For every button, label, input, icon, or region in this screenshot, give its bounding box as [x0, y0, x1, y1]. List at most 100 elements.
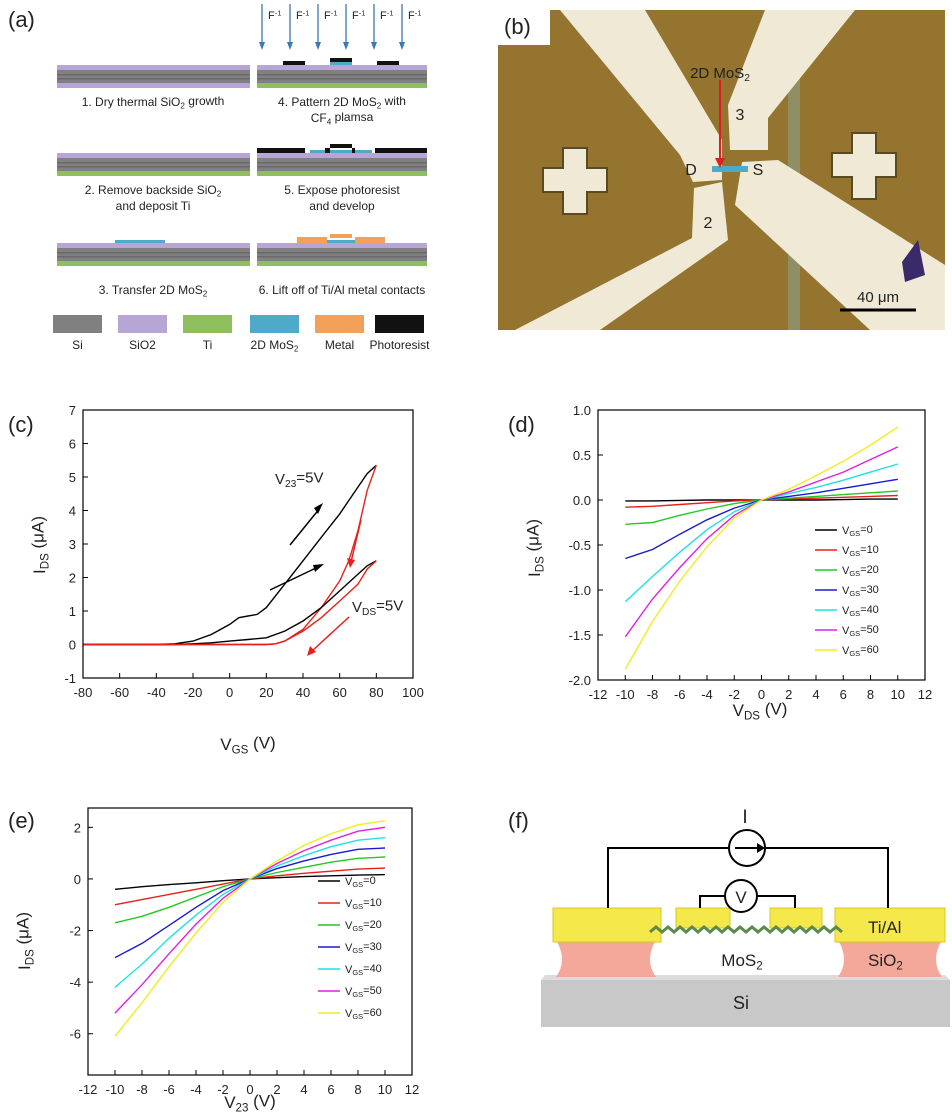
legend-swatch	[250, 315, 299, 333]
legend-label: VGS=60	[345, 1007, 382, 1021]
legend-swatch	[53, 315, 102, 333]
flux-label: F-1	[324, 9, 337, 22]
legend-label: VGS=30	[842, 584, 879, 598]
layer	[330, 58, 352, 62]
y-tick-label: 1	[69, 604, 76, 619]
layer	[57, 65, 250, 70]
flux-label: F-1	[268, 9, 281, 22]
step-caption: 4. Pattern 2D MoS2 with	[278, 94, 406, 111]
legend-label: SiO2	[129, 338, 156, 352]
y-axis-label: IDS (μA)	[13, 912, 36, 970]
text-part: GS	[352, 924, 363, 933]
sweep-arrow	[270, 567, 318, 590]
text-part: GS	[232, 744, 249, 756]
flux-arrow-head	[287, 42, 293, 50]
y-tick-label: -4	[69, 975, 81, 990]
text-part: GS	[849, 629, 860, 638]
x-tick-label: 80	[369, 685, 383, 700]
layer	[57, 243, 250, 248]
text-part: (V)	[760, 699, 787, 718]
panel-label: (b)	[504, 14, 531, 39]
text-part: -1	[331, 9, 338, 18]
flux-label: F-1	[408, 9, 421, 22]
layer	[375, 148, 427, 153]
y-tick-label: -6	[69, 1027, 81, 1042]
layer	[257, 153, 427, 158]
page: { "panel_labels": ["(a)", "(b)", "(c)", …	[0, 0, 952, 1114]
layer	[330, 144, 352, 148]
layer	[257, 261, 427, 266]
probe-pad	[676, 908, 730, 928]
layer	[257, 74, 427, 76]
series-line	[625, 491, 898, 524]
text-part: GS	[352, 968, 363, 977]
text-part: GS	[352, 946, 363, 955]
y-tick-label: 6	[69, 437, 76, 452]
y-axis-label: IDS (μA)	[28, 516, 51, 574]
y-tick-label: 7	[69, 403, 76, 418]
y-tick-label: -0.5	[569, 538, 591, 553]
probe-pad	[770, 908, 822, 928]
legend-label: VGS=10	[345, 897, 382, 911]
text-part: =30	[860, 584, 879, 596]
wire	[757, 896, 795, 908]
x-axis-label: V23 (V)	[224, 1091, 276, 1114]
legend-label: VGS=0	[345, 875, 376, 889]
layer	[57, 83, 250, 88]
legend-label: VGS=40	[842, 604, 879, 618]
sweep-arrow-head	[314, 503, 323, 514]
text-part: 2	[217, 189, 222, 198]
layer	[57, 248, 250, 261]
y-tick-label: -1.5	[569, 628, 591, 643]
legend-label: Metal	[325, 338, 354, 352]
text-part: (μA)	[523, 519, 542, 556]
text-part: =30	[363, 941, 382, 953]
flux-arrow-head	[315, 42, 321, 50]
x-tick-label: -60	[110, 685, 129, 700]
y-tick-label: -2.0	[569, 673, 591, 688]
oxide-block	[556, 940, 656, 977]
step-caption: and deposit Ti	[116, 199, 191, 213]
layer	[257, 166, 427, 168]
x-axis-label: VDS (V)	[733, 699, 788, 722]
step-caption: 2. Remove backside SiO2	[85, 183, 222, 198]
text-part: DS	[744, 710, 760, 722]
flux-arrow-head	[343, 42, 349, 50]
legend-swatch	[118, 315, 167, 333]
step-caption: 1. Dry thermal SiO2 growth	[82, 94, 225, 111]
sweep-arrows	[270, 503, 361, 656]
text-part: 2	[756, 960, 762, 972]
text-part: GS	[352, 902, 363, 911]
text-part: GS	[849, 609, 860, 618]
step-caption: CF4 plamsa	[311, 110, 374, 127]
text-part: -1	[303, 9, 310, 18]
text-part: DS	[24, 949, 36, 965]
wire	[700, 896, 725, 908]
text-part: (μA)	[28, 516, 47, 553]
y-tick-label: 2	[74, 820, 81, 835]
x-tick-label: 10	[891, 687, 905, 702]
text-part: -1	[359, 9, 366, 18]
legend-label: VGS=10	[842, 544, 879, 558]
text-part: V	[352, 599, 362, 616]
x-tick-label: -8	[136, 1082, 148, 1097]
y-tick-label: 4	[69, 504, 76, 519]
text-part: 2D MoS	[690, 65, 744, 82]
text-part: =0	[363, 875, 376, 887]
contact-label: Ti/Al	[868, 918, 901, 937]
flux-label: F-1	[296, 9, 309, 22]
legend-label: VGS=0	[842, 524, 873, 538]
y-tick-label: -2	[69, 924, 81, 939]
layer	[57, 256, 250, 258]
layer	[57, 252, 250, 254]
panel-label: (a)	[8, 7, 35, 32]
layer	[257, 162, 427, 164]
sweep-arrow-head	[313, 564, 324, 572]
text-part: GS	[352, 880, 363, 889]
layer	[377, 61, 399, 65]
legend-label: VGS=60	[842, 644, 879, 658]
layer	[257, 243, 427, 248]
text-part: =10	[860, 544, 879, 556]
channel	[712, 166, 748, 172]
y-tick-label: 0	[74, 872, 81, 887]
